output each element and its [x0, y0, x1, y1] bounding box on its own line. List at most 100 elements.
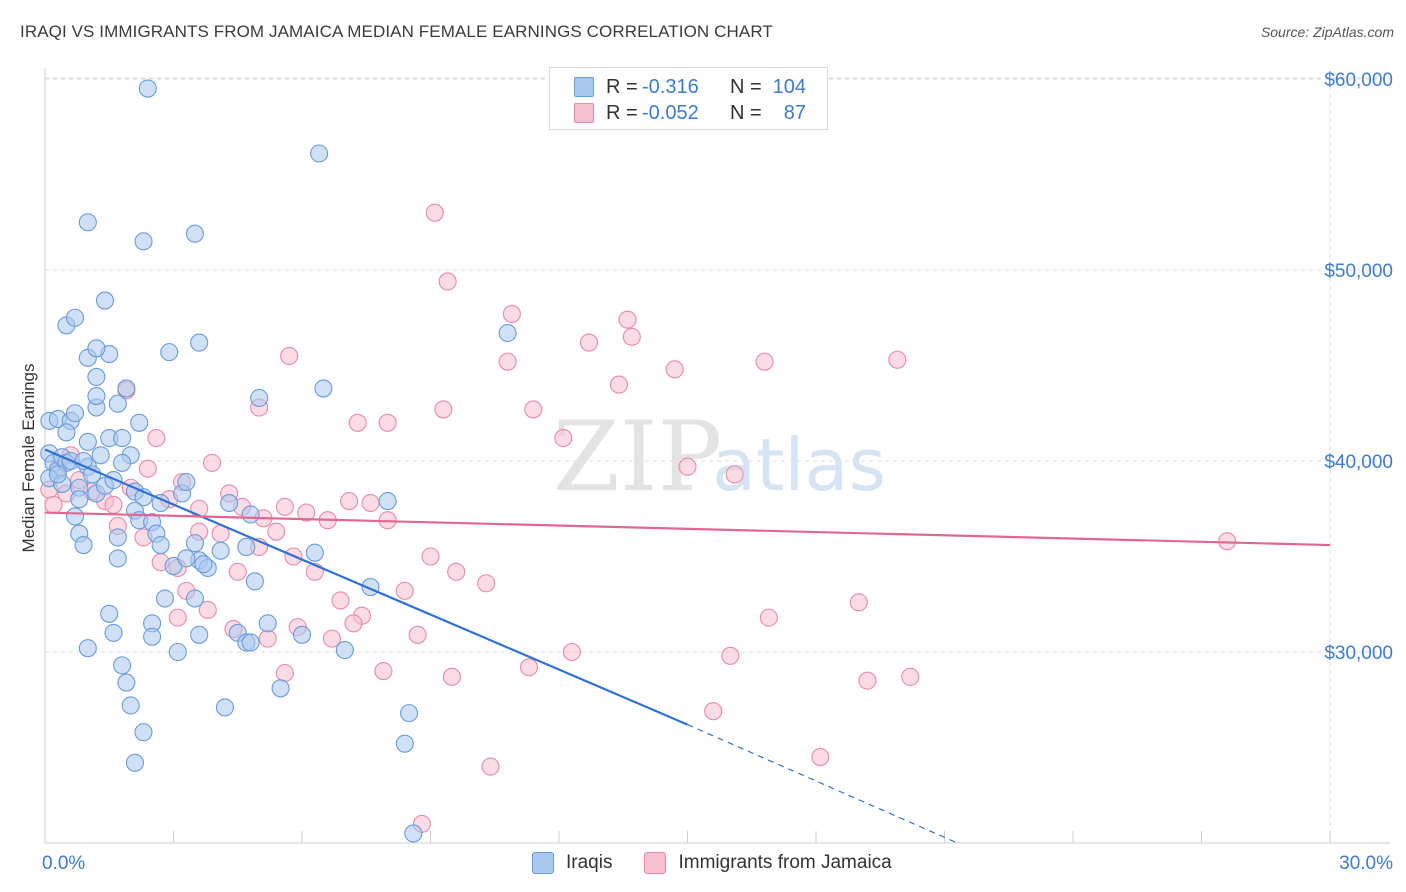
iraqi-data-point — [190, 625, 209, 644]
iraqi-points — [40, 79, 517, 843]
jamaica-data-point — [888, 350, 907, 369]
jamaica-data-point — [622, 327, 641, 346]
iraqi-data-point — [151, 535, 170, 555]
jamaica-data-point — [554, 429, 573, 448]
iraqi-data-point — [190, 333, 209, 352]
iraqi-data-point — [220, 493, 239, 513]
jamaica-data-point — [348, 413, 367, 432]
iraqi-data-point — [310, 144, 329, 163]
jamaica-data-point — [502, 304, 521, 323]
iraqi-data-point — [113, 429, 132, 448]
jamaica-data-point — [477, 574, 496, 593]
chart-title: IRAQI VS IMMIGRANTS FROM JAMAICA MEDIAN … — [20, 22, 773, 41]
jamaica-data-point — [678, 457, 697, 476]
iraqi-data-point — [305, 543, 324, 562]
iraqi-data-point — [100, 604, 119, 623]
iraqi-data-point — [177, 549, 196, 568]
iraqis-swatch — [574, 77, 594, 97]
y-tick-label: $40,000 — [1324, 452, 1393, 473]
jamaica-data-point — [147, 429, 166, 448]
jamaica-data-point — [755, 352, 774, 371]
iraqi-data-point — [400, 704, 419, 723]
iraqi-data-point — [194, 555, 213, 574]
n-value: 104 — [772, 75, 806, 98]
legend-label-iraqis: Iraqis — [566, 852, 613, 873]
iraqi-data-point — [108, 528, 127, 547]
r-label: R = — [606, 75, 638, 98]
jamaica-data-point — [562, 642, 581, 662]
iraqi-data-point — [237, 537, 256, 557]
n-label: N = — [730, 101, 762, 124]
iraqi-data-point — [117, 673, 136, 692]
legend-row-jamaica: R = -0.052 N = 87 — [574, 101, 806, 125]
iraqi-data-point — [292, 625, 312, 644]
iraqi-data-point — [498, 323, 517, 343]
iraqi-data-point — [104, 471, 123, 490]
iraqi-data-point — [314, 379, 333, 398]
n-label: N = — [730, 75, 762, 98]
x-tick-label: 0.0% — [42, 853, 85, 874]
legend-label-jamaica: Immigrants from Jamaica — [678, 852, 892, 873]
jamaica-data-point — [408, 625, 427, 644]
r-value: -0.052 — [642, 101, 699, 124]
jamaica-data-point — [267, 522, 286, 541]
iraqis-trend-line — [44, 448, 688, 726]
iraqi-data-point — [134, 723, 153, 742]
legend-item-jamaica: Immigrants from Jamaica — [644, 852, 892, 874]
iraqi-data-point — [95, 291, 115, 310]
iraqi-data-point — [378, 492, 397, 511]
jamaica-data-point — [138, 459, 157, 478]
iraqi-data-point — [78, 432, 97, 451]
jamaica-trend-line — [44, 511, 1331, 547]
r-value: -0.316 — [642, 75, 699, 98]
correlation-legend: R = -0.316 N = 104 R = -0.052 N = 87 — [549, 67, 828, 130]
jamaica-data-point — [104, 495, 123, 514]
jamaica-data-point — [609, 375, 629, 394]
jamaica-points — [40, 203, 1237, 833]
jamaica-data-point — [331, 591, 350, 610]
iraqi-data-point — [78, 639, 97, 658]
jamaica-data-point — [322, 629, 342, 648]
iraqi-data-point — [143, 627, 162, 646]
iraqi-data-point — [395, 734, 414, 753]
jamaica-data-point — [442, 667, 461, 686]
iraqi-data-point — [78, 213, 97, 232]
jamaica-data-point — [421, 547, 440, 566]
iraqi-data-point — [87, 387, 106, 406]
iraqi-data-point — [271, 679, 290, 698]
x-tick-label: 30.0% — [1339, 853, 1393, 874]
iraqi-data-point — [87, 339, 106, 358]
jamaica-data-point — [618, 310, 637, 329]
r-label: R = — [606, 101, 638, 124]
jamaica-data-point — [665, 360, 684, 379]
jamaica-data-point — [378, 413, 397, 432]
iraqi-data-point — [134, 232, 153, 251]
iraqi-data-point — [65, 404, 85, 423]
jamaica-data-point — [280, 346, 299, 366]
iraqi-data-point — [138, 79, 157, 98]
jamaica-data-point — [434, 400, 453, 419]
jamaica-data-point — [344, 614, 363, 633]
iraqis-trend-extension — [687, 724, 958, 844]
iraqi-data-point — [155, 589, 174, 608]
iraqi-data-point — [241, 505, 260, 524]
iraqi-data-point — [185, 589, 204, 608]
iraqi-data-point — [113, 453, 132, 472]
iraqi-data-point — [91, 446, 110, 465]
legend-item-iraqis: Iraqis — [532, 852, 612, 874]
legend-row-iraqis: R = -0.316 N = 104 — [574, 75, 806, 99]
jamaica-data-point — [374, 662, 393, 681]
iraqi-data-point — [108, 394, 127, 413]
source-credit: Source: ZipAtlas.com — [1260, 24, 1394, 40]
watermark: ZIP atlas — [553, 401, 886, 513]
jamaica-data-point — [168, 608, 187, 627]
jamaica-data-point — [849, 593, 868, 612]
iraqi-data-point — [104, 623, 123, 642]
iraqi-data-point — [113, 656, 132, 675]
jamaica-data-point — [447, 562, 466, 581]
jamaica-data-point — [901, 667, 920, 686]
iraqi-data-point — [130, 413, 149, 432]
jamaica-data-point — [297, 503, 316, 522]
iraqi-data-point — [404, 824, 423, 843]
